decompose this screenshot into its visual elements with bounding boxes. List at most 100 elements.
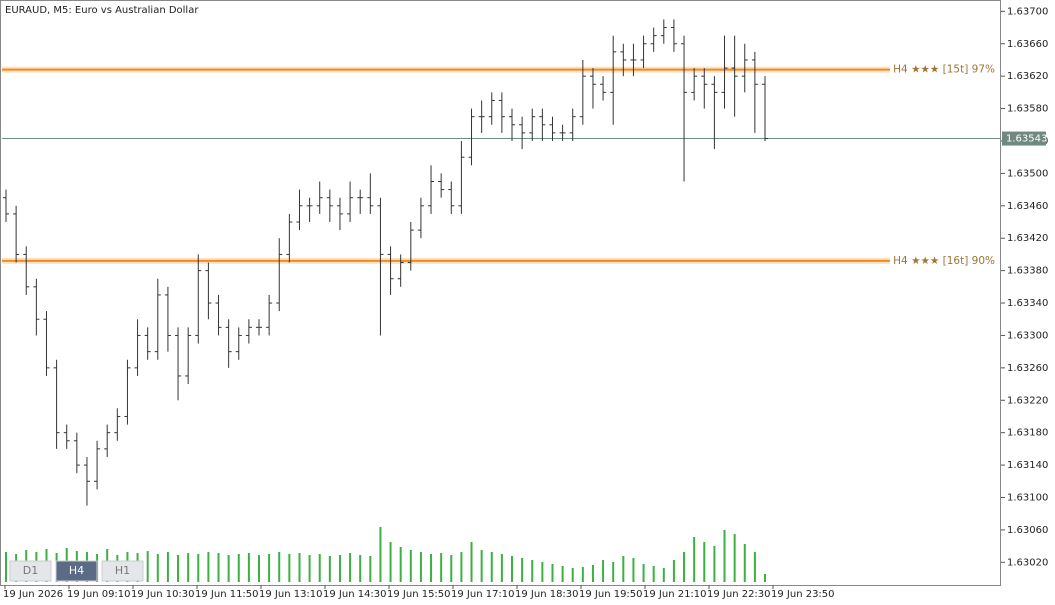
volume-bar	[328, 556, 331, 582]
y-tick-label: 1.63500	[1007, 168, 1048, 179]
y-tick-label: 1.63460	[1007, 201, 1048, 212]
timeframe-label[interactable]: H4	[69, 564, 84, 577]
volume-bar	[258, 555, 260, 582]
volume-bar	[591, 565, 594, 582]
volume-bar	[430, 554, 433, 582]
volume-bar	[521, 558, 524, 582]
plot-frame	[0, 0, 1001, 586]
volume-bar	[389, 542, 392, 582]
volume-bar	[743, 544, 746, 582]
volume-bar	[338, 555, 341, 582]
volume-bar	[703, 542, 706, 582]
y-tick-label: 1.63100	[1007, 492, 1048, 503]
volume-bar	[166, 552, 169, 582]
volume-bar	[622, 556, 625, 582]
price-tag	[1002, 131, 1046, 146]
y-tick-label: 1.63700	[1007, 6, 1048, 17]
y-tick-label: 1.63620	[1007, 71, 1048, 82]
volume-bar	[440, 553, 443, 582]
volume-bar	[278, 552, 281, 582]
volume-bar	[207, 552, 210, 582]
volume-bar	[753, 552, 756, 582]
volume-bar	[642, 564, 645, 582]
y-tick-label: 1.63300	[1007, 330, 1048, 341]
volume-bar	[5, 552, 7, 582]
volume-bar	[713, 546, 716, 582]
price-label: 1.63543	[1006, 134, 1047, 145]
y-tick-label: 1.63420	[1007, 233, 1048, 244]
volume-bar	[551, 564, 554, 582]
volume-bar	[379, 527, 382, 582]
volume-bar	[349, 553, 352, 582]
volume-bar	[187, 553, 190, 582]
volume-bar	[247, 553, 250, 582]
y-tick-label: 1.63220	[1007, 395, 1048, 406]
x-tick-label: 19 Jun 10:30	[131, 589, 195, 600]
x-tick-label: 19 Jun 14:30	[323, 589, 387, 600]
volume-bar	[511, 556, 513, 582]
x-tick-label: 19 Jun 2026	[3, 589, 63, 600]
volume-bar	[531, 560, 534, 582]
volume-bar	[369, 556, 372, 582]
chart-title: EURAUD, M5: Euro vs Australian Dollar	[5, 5, 199, 16]
volume-bar	[541, 562, 544, 582]
volume-bar	[632, 558, 635, 582]
volume-bar	[399, 547, 402, 582]
volume-bar	[288, 554, 291, 582]
x-tick-label: 19 Jun 18:30	[515, 589, 579, 600]
volume-bar	[662, 568, 665, 582]
y-tick-label: 1.63340	[1007, 298, 1048, 309]
timeframe-button[interactable]	[101, 560, 144, 582]
volume-bar	[197, 554, 200, 582]
volume-bar	[723, 530, 726, 582]
volume-bar	[156, 554, 159, 582]
volume-bar	[602, 560, 605, 582]
x-tick-label: 19 Jun 23:50	[771, 589, 835, 600]
volume-bar	[571, 568, 574, 582]
y-tick-label: 1.63580	[1007, 104, 1048, 115]
volume-bar	[409, 550, 412, 582]
y-tick-label: 1.63020	[1007, 557, 1048, 568]
timeframe-label[interactable]: H1	[115, 564, 130, 577]
volume-bar	[733, 534, 736, 582]
y-tick-label: 1.63180	[1007, 428, 1048, 439]
volume-bar	[237, 554, 240, 582]
timeframe-label[interactable]: D1	[23, 564, 38, 577]
x-tick-label: 19 Jun 13:10	[259, 589, 323, 600]
x-tick-label: 19 Jun 22:30	[707, 589, 771, 600]
level-label: H4 ★★★ [16t] 90%	[893, 255, 995, 267]
volume-bar	[561, 566, 564, 582]
x-tick-label: 19 Jun 19:50	[579, 589, 643, 600]
volume-bar	[146, 551, 149, 582]
volume-bar	[652, 566, 655, 582]
x-tick-label: 19 Jun 17:10	[451, 589, 515, 600]
volume-bar	[298, 553, 301, 582]
volume-bar	[470, 542, 473, 582]
y-tick-label: 1.63260	[1007, 363, 1048, 374]
x-tick-label: 19 Jun 21:10	[643, 589, 707, 600]
volume-bar	[612, 562, 615, 582]
level-label: H4 ★★★ [15t] 97%	[893, 64, 995, 76]
volume-bar	[359, 555, 362, 582]
volume-bar	[764, 574, 766, 582]
volume-bar	[460, 552, 463, 582]
volume-bar	[672, 560, 675, 582]
volume-bar	[217, 553, 220, 582]
x-tick-label: 19 Jun 09:10	[67, 589, 131, 600]
volume-bar	[227, 555, 230, 582]
volume-bar	[490, 552, 493, 582]
volume-bar	[500, 554, 503, 582]
timeframe-button[interactable]	[9, 560, 52, 582]
timeframe-button[interactable]	[55, 560, 98, 582]
volume-bar	[480, 550, 483, 582]
volume-bar	[318, 554, 321, 582]
volume-bar	[177, 555, 180, 582]
volume-bar	[268, 554, 271, 582]
volume-bar	[581, 567, 584, 582]
y-tick-label: 1.63140	[1007, 460, 1048, 471]
y-tick-label: 1.63660	[1007, 39, 1048, 50]
y-tick-label: 1.63060	[1007, 525, 1048, 536]
x-tick-label: 19 Jun 15:50	[387, 589, 451, 600]
